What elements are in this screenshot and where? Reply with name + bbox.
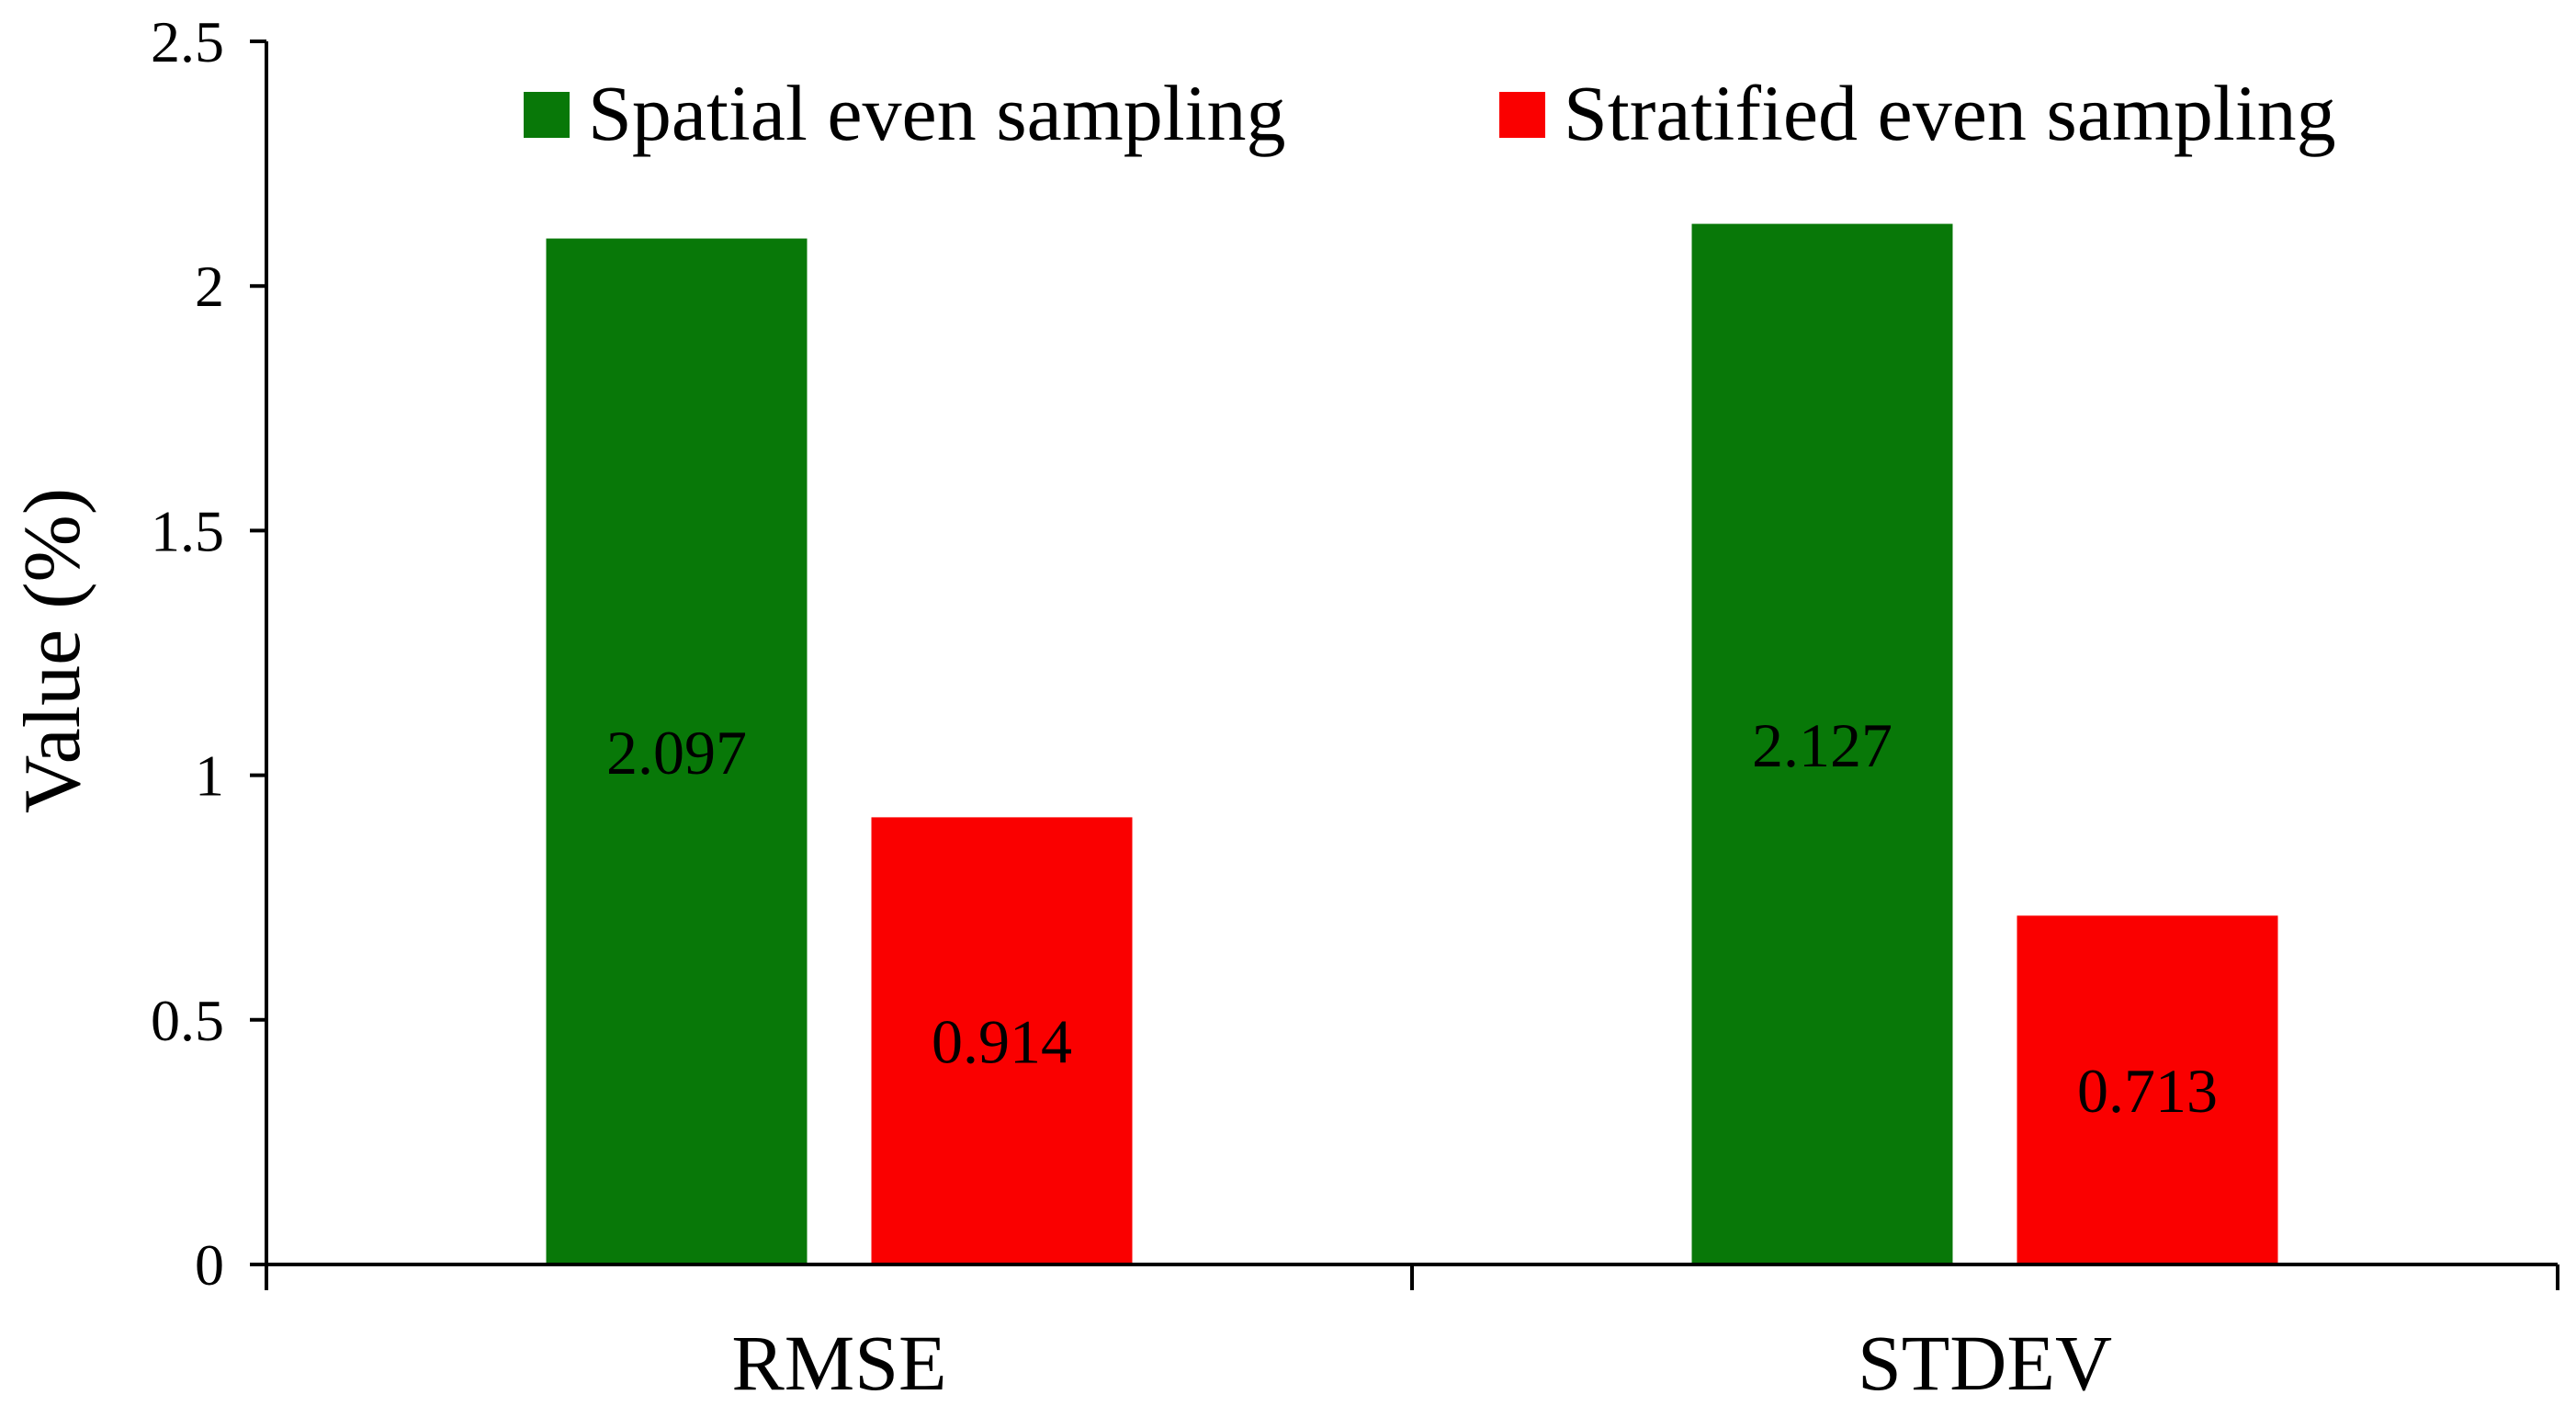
y-tick-label: 2 xyxy=(195,254,224,319)
bar-rmse-series-0 xyxy=(546,238,808,1265)
data-label-rmse-series-1: 0.914 xyxy=(932,1007,1072,1077)
legend-label-stratified-even-sampling: Stratified even sampling xyxy=(1564,69,2336,157)
y-tick-label: 0.5 xyxy=(151,988,224,1053)
y-axis-label: Value (%) xyxy=(8,488,97,813)
y-tick-label: 0 xyxy=(195,1232,224,1298)
data-label-stdev-series-0: 2.127 xyxy=(1752,710,1892,780)
data-label-stdev-series-1: 0.713 xyxy=(2077,1056,2218,1126)
legend-label-spatial-even-sampling: Spatial even sampling xyxy=(588,69,1286,157)
legend-swatch-stratified-even-sampling xyxy=(1499,92,1545,138)
y-axis: 0 0.5 1 1.5 2 2.5 xyxy=(151,9,268,1298)
bar-rmse-series-1 xyxy=(871,817,1133,1264)
bar-stdev-series-1 xyxy=(2017,915,2278,1264)
y-tick-label: 1 xyxy=(195,743,224,809)
x-tick-label-rmse: RMSE xyxy=(731,1319,946,1406)
data-labels-group: 2.097 0.914 2.127 0.713 xyxy=(606,710,2218,1126)
x-axis: RMSE STDEV xyxy=(265,1263,2559,1406)
x-tick-label-stdev: STDEV xyxy=(1858,1319,2112,1406)
y-tick-label: 1.5 xyxy=(151,498,224,563)
data-label-rmse-series-0: 2.097 xyxy=(606,718,747,788)
bars-group xyxy=(546,223,2278,1265)
bar-stdev-series-0 xyxy=(1691,223,1953,1264)
y-tick-label: 2.5 xyxy=(151,9,224,74)
legend-swatch-spatial-even-sampling xyxy=(524,92,570,138)
legend: Spatial even sampling Stratified even sa… xyxy=(524,69,2336,157)
